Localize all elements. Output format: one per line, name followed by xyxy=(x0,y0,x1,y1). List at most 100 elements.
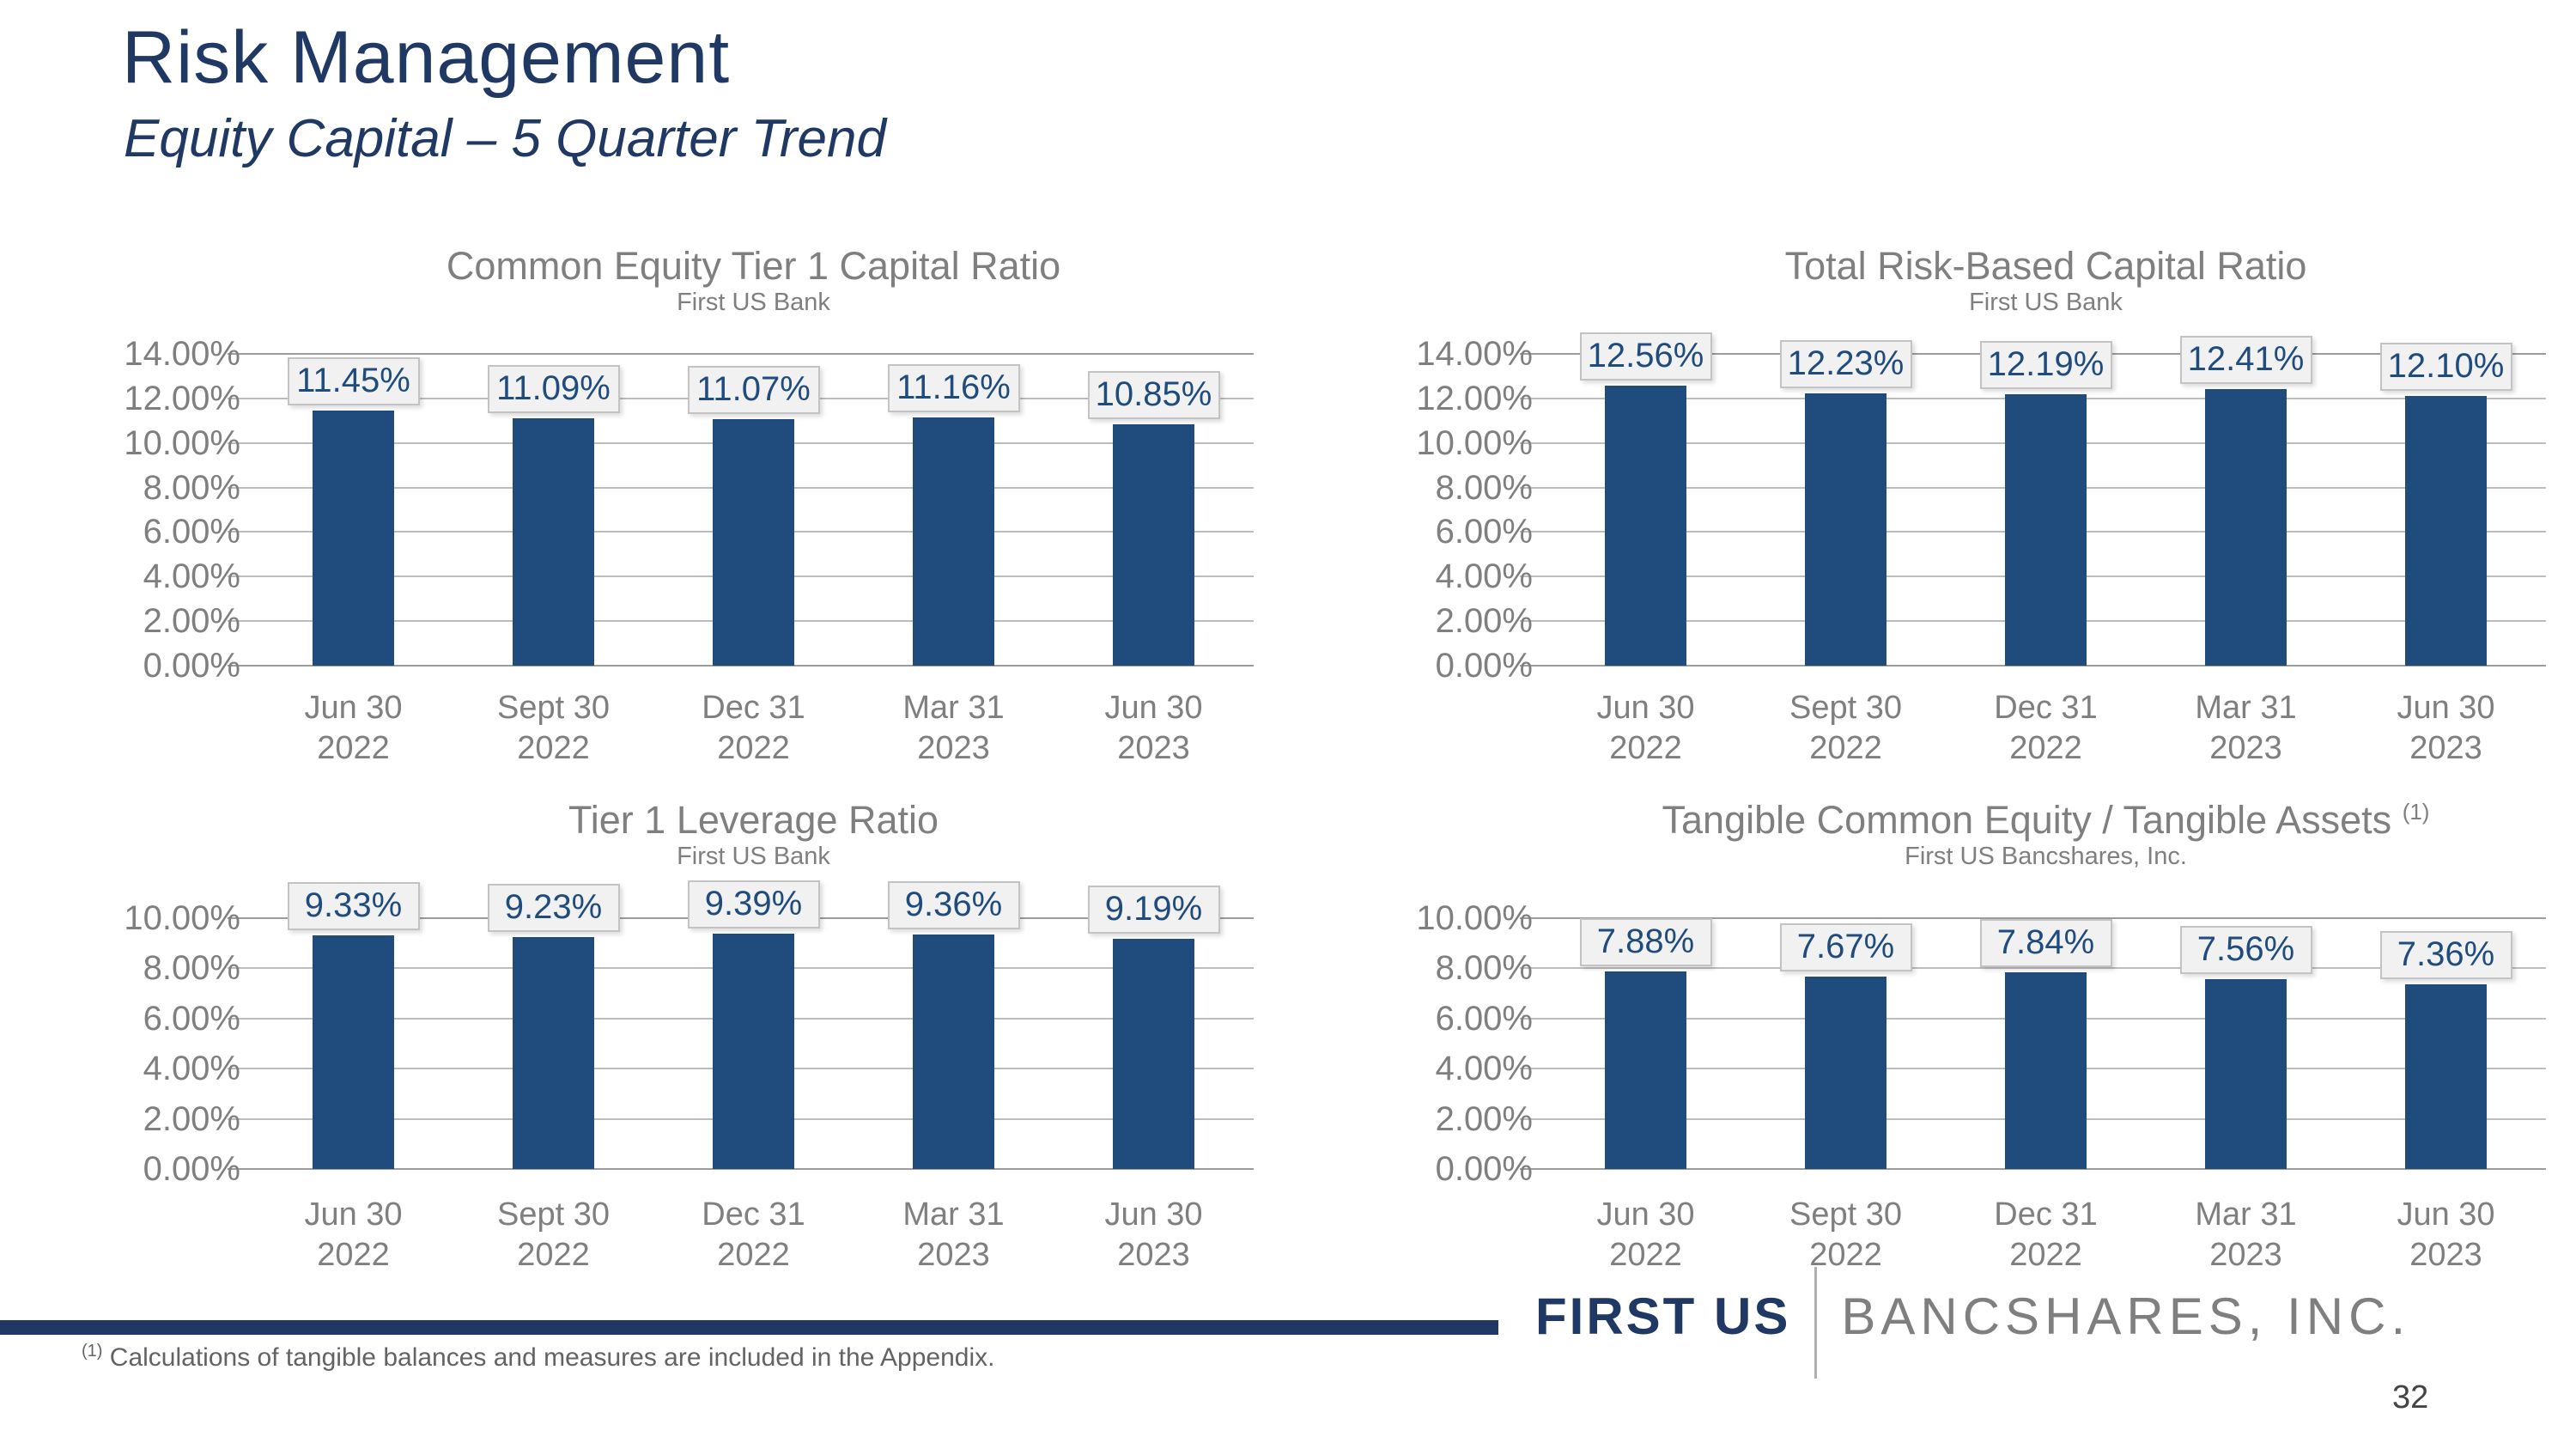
page-title: Risk Management xyxy=(122,16,731,99)
bar xyxy=(713,933,794,1169)
gridline xyxy=(1520,967,2546,970)
x-axis-category-label: Mar 31 2023 xyxy=(2195,690,2297,766)
chart-subtitle: First US Bank xyxy=(677,843,830,870)
y-axis-tick-label: 4.00% xyxy=(1435,557,1533,596)
x-axis-category-label: Mar 31 2023 xyxy=(2195,1196,2297,1273)
bar-value-label: 10.85% xyxy=(1087,370,1220,419)
bar xyxy=(2405,984,2487,1169)
y-axis-tick-label: 12.00% xyxy=(124,379,240,417)
bar xyxy=(513,937,594,1169)
chart-subtitle: First US Bancshares, Inc. xyxy=(1905,843,2187,870)
bar-value-label: 9.36% xyxy=(887,880,1020,929)
logo-divider-line xyxy=(1814,1267,1818,1379)
logo-secondary-text: BANCSHARES, INC. xyxy=(1841,1288,2411,1345)
y-axis-tick-label: 6.00% xyxy=(1435,513,1533,551)
bar xyxy=(1605,386,1686,666)
y-axis-tick-label: 2.00% xyxy=(143,1099,240,1138)
y-axis-tick-label: 14.00% xyxy=(124,335,240,373)
x-axis-category-label: Dec 31 2022 xyxy=(702,1196,805,1273)
y-axis-tick-label: 0.00% xyxy=(143,1150,240,1188)
bar xyxy=(713,418,794,666)
y-axis-tick-label: 2.00% xyxy=(143,602,240,641)
bar xyxy=(2205,389,2287,666)
x-axis-category-label: Sept 30 2022 xyxy=(497,690,610,766)
gridline xyxy=(228,665,1254,667)
bar xyxy=(2005,972,2087,1169)
bar-value-label: 12.10% xyxy=(2379,343,2512,392)
bar-value-label: 12.23% xyxy=(1779,339,1912,388)
bar-value-label: 9.39% xyxy=(687,880,820,928)
x-axis-category-label: Dec 31 2022 xyxy=(1994,1196,2098,1273)
bar-value-label: 7.36% xyxy=(2379,931,2512,980)
bar-value-label: 7.84% xyxy=(1979,919,2112,968)
x-axis-category-label: Mar 31 2023 xyxy=(902,690,1005,766)
y-axis-tick-label: 4.00% xyxy=(143,1050,240,1088)
bar-value-label: 12.56% xyxy=(1579,332,1712,381)
y-axis-tick-label: 0.00% xyxy=(1435,1150,1533,1188)
chart-total-risk-based-capital-ratio: Total Risk-Based Capital Ratio First US B… xyxy=(1408,237,2576,791)
x-axis-category-label: Mar 31 2023 xyxy=(902,1196,1005,1273)
y-axis-tick-label: 12.00% xyxy=(1416,379,1533,417)
y-axis-tick-label: 8.00% xyxy=(1435,468,1533,507)
bar-value-label: 11.07% xyxy=(687,365,820,414)
y-axis-tick-label: 6.00% xyxy=(143,513,240,551)
y-axis-tick-label: 8.00% xyxy=(143,468,240,507)
chart-title: Common Equity Tier 1 Capital Ratio xyxy=(253,244,1254,289)
bar-value-label: 7.67% xyxy=(1779,923,1912,972)
y-axis-tick-label: 14.00% xyxy=(1416,335,1533,373)
y-axis-tick-label: 6.00% xyxy=(1435,999,1533,1038)
x-axis-category-label: Jun 30 2022 xyxy=(304,690,403,766)
page-number: 32 xyxy=(2392,1379,2429,1416)
bar-value-label: 7.56% xyxy=(2179,926,2312,975)
x-axis-category-label: Sept 30 2022 xyxy=(1789,1196,1902,1273)
x-axis-category-label: Sept 30 2022 xyxy=(1789,690,1902,766)
y-axis-tick-label: 2.00% xyxy=(1435,1099,1533,1138)
bar xyxy=(313,411,394,666)
logo-primary-text: FIRST US xyxy=(1535,1288,1791,1345)
x-axis-category-label: Jun 30 2023 xyxy=(2397,690,2495,766)
company-logo: FIRST US BANCSHARES, INC. xyxy=(1535,1267,2411,1379)
bar xyxy=(913,934,994,1169)
chart-title: Tier 1 Leverage Ratio xyxy=(253,798,1254,843)
bar xyxy=(1113,938,1194,1169)
chart-title-text: Total Risk-Based Capital Ratio xyxy=(1784,244,2307,288)
chart-tier1-leverage-ratio: Tier 1 Leverage Ratio First US Bank 10.00%… xyxy=(116,791,1305,1306)
y-axis-tick-label: 10.00% xyxy=(1416,899,1533,937)
bar xyxy=(2205,979,2287,1169)
footnote-marker: (1) xyxy=(82,1342,103,1361)
x-axis-category-label: Jun 30 2022 xyxy=(304,1196,403,1273)
y-axis-tick-label: 8.00% xyxy=(143,949,240,988)
chart-title-text: Common Equity Tier 1 Capital Ratio xyxy=(446,244,1061,288)
bar-value-label: 9.19% xyxy=(1087,885,1220,934)
x-axis-category-label: Jun 30 2022 xyxy=(1596,1196,1695,1273)
x-axis-category-label: Dec 31 2022 xyxy=(1994,690,2098,766)
x-axis-category-label: Dec 31 2022 xyxy=(702,690,805,766)
y-axis-tick-label: 0.00% xyxy=(1435,647,1533,685)
chart-subtitle: First US Bank xyxy=(1969,289,2123,316)
y-axis-tick-label: 4.00% xyxy=(1435,1050,1533,1088)
bar xyxy=(1805,977,1886,1169)
chart-title-superscript: (1) xyxy=(2402,799,2430,825)
bar xyxy=(1113,423,1194,666)
y-axis-tick-label: 10.00% xyxy=(1416,423,1533,462)
x-axis-category-label: Sept 30 2022 xyxy=(497,1196,610,1273)
bar-value-label: 12.41% xyxy=(2179,336,2312,385)
bar-value-label: 9.23% xyxy=(487,884,620,933)
bar-value-label: 11.45% xyxy=(287,357,420,406)
chart-title-text: Tangible Common Equity / Tangible Assets xyxy=(1662,798,2403,842)
gridline xyxy=(1520,917,2546,919)
bar xyxy=(1605,971,1686,1169)
y-axis-tick-label: 2.00% xyxy=(1435,602,1533,641)
bar-value-label: 12.19% xyxy=(1979,340,2112,389)
chart-title-text: Tier 1 Leverage Ratio xyxy=(568,798,939,842)
bar-value-label: 11.16% xyxy=(887,363,1020,412)
x-axis-category-label: Jun 30 2022 xyxy=(1596,690,1695,766)
y-axis-tick-label: 6.00% xyxy=(143,999,240,1038)
chart-title: Tangible Common Equity / Tangible Assets… xyxy=(1546,798,2546,843)
bar xyxy=(2405,396,2487,666)
bar xyxy=(913,417,994,666)
bar xyxy=(1805,393,1886,666)
chart-title: Total Risk-Based Capital Ratio xyxy=(1546,244,2546,289)
bar-value-label: 11.09% xyxy=(487,365,620,414)
bar xyxy=(2005,393,2087,666)
